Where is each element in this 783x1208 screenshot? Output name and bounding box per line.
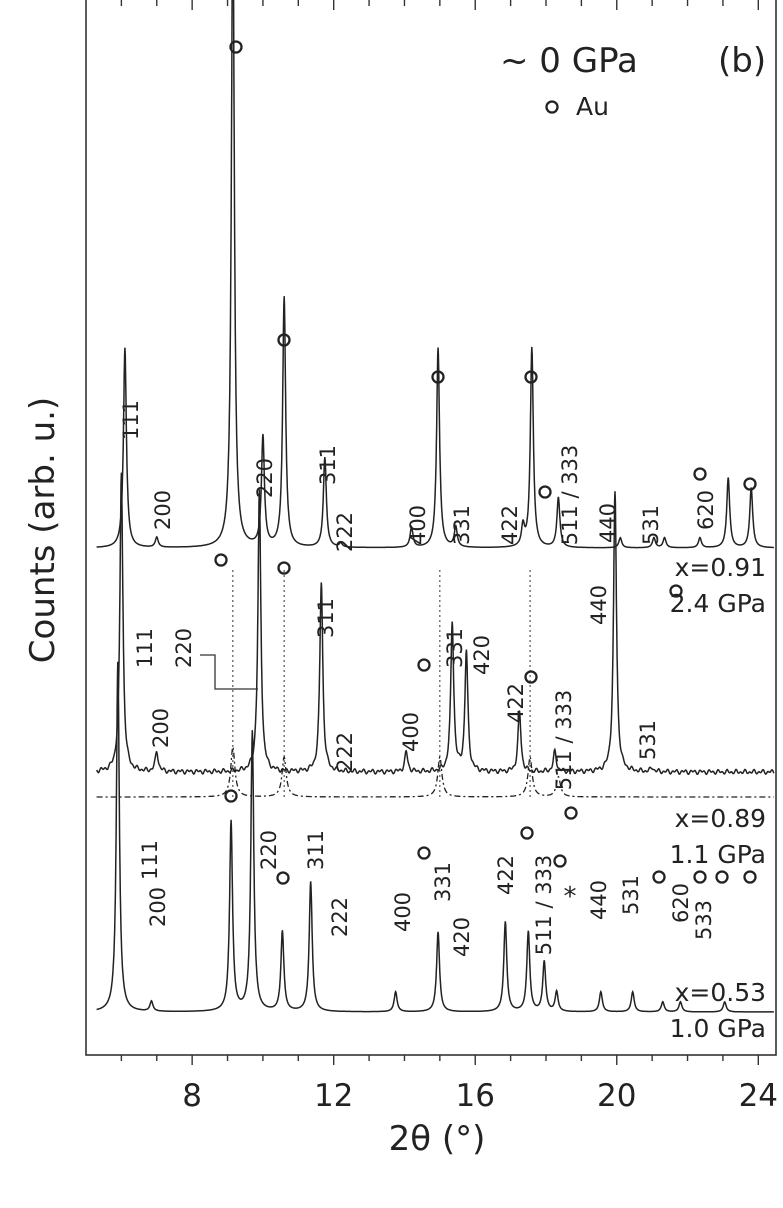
hkl-label: 531 (619, 875, 643, 915)
series-1-pressure: 2.4 GPa (670, 589, 766, 618)
x-axis-ticks: 8 12 16 20 24 (120, 0, 778, 1114)
hkl-label: 220 (172, 628, 196, 668)
hkl-label: 111 (138, 840, 162, 880)
y-axis-label: Counts (arb. u.) (23, 397, 63, 663)
hkl-label: 200 (151, 490, 175, 530)
trace-au-reference (96, 744, 774, 798)
hkl-label: 420 (450, 917, 474, 957)
series-3-pressure: 1.0 GPa (670, 1014, 766, 1043)
au-marker-icon (229, 40, 243, 54)
hkl-label: 400 (399, 712, 423, 752)
hkl-label: 200 (146, 887, 170, 927)
series-3-name: x=0.53 (675, 978, 766, 1007)
au-marker-icon (564, 806, 578, 820)
au-marker-icon (224, 789, 238, 803)
au-marker-icon (524, 670, 538, 684)
hkl-label: 311 (316, 445, 340, 485)
au-marker-icon (669, 584, 683, 598)
hkl-label: 422 (504, 683, 528, 723)
hkl-label: 511 / 333 (532, 855, 556, 956)
hkl-label: 400 (391, 892, 415, 932)
hkl-label: 511 / 333 (558, 445, 582, 546)
hkl-label: 200 (149, 708, 173, 748)
au-marker-icon (538, 485, 552, 499)
x-tick-label: 12 (314, 1078, 353, 1114)
trace-x053 (96, 661, 774, 1013)
diffraction-traces (95, 0, 775, 1013)
au-marker-icon (553, 854, 567, 868)
hkl-label: 440 (596, 503, 620, 543)
hkl-label: 220 (253, 458, 277, 498)
hkl-label: 331 (431, 862, 455, 902)
au-marker-icon (693, 870, 707, 884)
bracket-220 (200, 654, 258, 690)
hkl-label: 620 (694, 490, 718, 530)
impurity-asterisk: * (564, 882, 577, 912)
x-axis-label: 2θ (°) (389, 1119, 486, 1159)
legend-title: ~ 0 GPa (500, 41, 638, 81)
plot-frame (85, 0, 777, 1056)
hkl-label: 400 (406, 505, 430, 545)
hkl-label: 331 (450, 505, 474, 545)
au-marker-icon (715, 870, 729, 884)
hkl-label: 620 (669, 883, 693, 923)
trace-x091 (96, 0, 774, 549)
x-tick-label: 16 (456, 1078, 495, 1114)
panel-label: (b) (718, 41, 766, 81)
au-legend-marker-icon (545, 100, 559, 114)
series-1-name: x=0.91 (675, 553, 766, 582)
hkl-label: 531 (639, 505, 663, 545)
hkl-label: 531 (636, 720, 660, 760)
series-2-pressure: 1.1 GPa (670, 840, 766, 869)
au-marker-icon (431, 370, 445, 384)
hkl-label: 111 (119, 400, 143, 440)
hkl-label: 440 (587, 585, 611, 625)
hkl-label: 111 (133, 628, 157, 668)
hkl-label: 311 (304, 830, 328, 870)
hkl-label: 222 (333, 732, 357, 772)
hkl-label: 440 (587, 880, 611, 920)
au-markers (214, 40, 757, 885)
au-marker-icon (743, 477, 757, 491)
hkl-labels: 111 200 220 311 222 400 331 422 511 / 333 440 531 6… (119, 400, 718, 957)
au-marker-icon (417, 846, 431, 860)
au-marker-icon (214, 553, 228, 567)
hkl-label: 222 (333, 512, 357, 552)
au-marker-icon (277, 333, 291, 347)
hkl-label: 331 (443, 628, 467, 668)
hkl-label: 422 (498, 505, 522, 545)
x-tick-label: 20 (597, 1078, 636, 1114)
au-marker-icon (524, 370, 538, 384)
hkl-label: 222 (328, 897, 352, 937)
hkl-label: 422 (494, 855, 518, 895)
au-marker-icon (743, 870, 757, 884)
au-marker-icon (520, 826, 534, 840)
hkl-label: 220 (257, 830, 281, 870)
hkl-label: 311 (314, 598, 338, 638)
x-tick-label: 24 (739, 1078, 778, 1114)
trace-x089 (95, 472, 775, 776)
plot-border (85, 0, 777, 1056)
au-marker-icon (417, 658, 431, 672)
au-marker-icon (276, 871, 290, 885)
au-legend-label: Au (576, 92, 609, 121)
hkl-label: 420 (470, 635, 494, 675)
au-marker-icon (277, 561, 291, 575)
hkl-label: 511 / 333 (552, 690, 576, 791)
hkl-label: 533 (692, 900, 716, 940)
au-marker-icon (652, 870, 666, 884)
x-tick-label: 8 (182, 1078, 202, 1114)
series-2-name: x=0.89 (675, 804, 766, 833)
au-marker-icon (693, 467, 707, 481)
